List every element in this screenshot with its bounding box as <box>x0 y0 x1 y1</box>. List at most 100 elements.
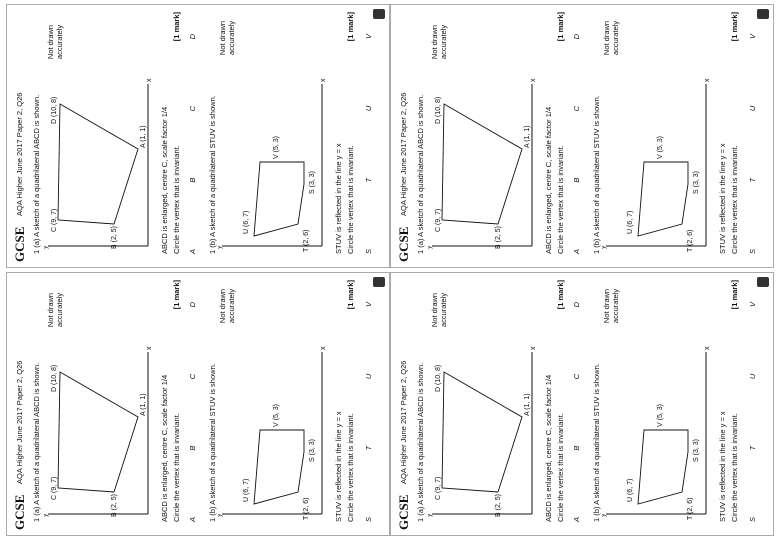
choice-t[interactable]: T <box>364 177 373 183</box>
choice-t[interactable]: T <box>364 445 373 451</box>
point-s-label: S (3, 3) <box>693 439 700 462</box>
point-d-label: D (10, 8) <box>51 97 58 124</box>
mark-b: [1 mark] <box>346 12 355 42</box>
quadrilateral-stuv <box>637 161 689 237</box>
choice-u[interactable]: U <box>748 373 757 380</box>
graph-b: x y S (3, 3) T (2, 6) U (6, 7) V (5, 3) <box>218 78 327 252</box>
point-d-label: D (10, 8) <box>435 97 442 124</box>
choice-v[interactable]: V <box>748 302 757 308</box>
binder-tab <box>757 9 769 19</box>
not-drawn-note-b: Not drawn accurately <box>218 288 236 324</box>
binder-tab <box>757 277 769 287</box>
point-u-label: U (6, 7) <box>627 479 634 502</box>
point-t-label: T (2, 6) <box>303 498 310 520</box>
choice-s[interactable]: S <box>748 516 757 522</box>
graph-b: x y S (3, 3) T (2, 6) U (6, 7) V (5, 3) <box>602 78 711 252</box>
choice-c[interactable]: C <box>188 105 197 112</box>
choice-a[interactable]: A <box>572 516 581 522</box>
choice-a[interactable]: A <box>188 248 197 254</box>
choice-a[interactable]: A <box>188 516 197 522</box>
y-axis-label: y <box>602 513 607 517</box>
choice-b[interactable]: B <box>572 445 581 451</box>
choice-s[interactable]: S <box>748 248 757 254</box>
instruction-b: STUV is reflected in the line y = x <box>334 411 343 522</box>
binder-tab <box>373 9 385 19</box>
x-axis-label: x <box>320 78 327 82</box>
point-c-label: C (9, 7) <box>51 209 58 232</box>
gcse-brand: GCSE <box>396 226 411 262</box>
choice-c[interactable]: C <box>188 373 197 380</box>
choice-t[interactable]: T <box>748 177 757 183</box>
choice-d[interactable]: D <box>188 302 197 308</box>
y-axis-label: y <box>428 245 433 249</box>
not-drawn-note-a: Not drawn accurately <box>430 292 448 328</box>
question-a-prompt: 1 (a) A sketch of a quadrilateral ABCD i… <box>416 362 425 522</box>
choice-a[interactable]: A <box>572 248 581 254</box>
graph-a: x y A (1, 1) B (2, 5) C (9, 7) D (10, 8) <box>44 78 153 249</box>
x-axis-label: x <box>530 78 537 82</box>
y-axis-label: y <box>218 245 223 249</box>
choices-b: S T U V <box>364 302 373 522</box>
y-axis-label: y <box>218 513 223 517</box>
point-c-label: C (9, 7) <box>51 477 58 500</box>
circle-instruction-a: Circle the vertex that is invariant. <box>172 145 181 254</box>
choice-u[interactable]: U <box>748 105 757 112</box>
choice-b[interactable]: B <box>188 177 197 183</box>
choices-a: A B C D <box>572 302 581 522</box>
instruction-b: STUV is reflected in the line y = x <box>334 143 343 254</box>
point-a-label: A (1, 1) <box>140 125 147 148</box>
question-b-prompt: 1 (b) A sketch of a quadrilateral STUV i… <box>592 363 601 522</box>
y-axis-label: y <box>44 245 49 249</box>
mark-a: [1 mark] <box>172 12 181 42</box>
point-u-label: U (6, 7) <box>627 211 634 234</box>
choices-b: S T U V <box>748 302 757 522</box>
quadrilateral-abcd <box>57 371 139 493</box>
choice-c[interactable]: C <box>572 105 581 112</box>
choice-d[interactable]: D <box>188 34 197 40</box>
choice-u[interactable]: U <box>364 373 373 380</box>
point-d-label: D (10, 8) <box>435 365 442 392</box>
choice-c[interactable]: C <box>572 373 581 380</box>
instruction-b: STUV is reflected in the line y = x <box>718 143 727 254</box>
point-b-label: B (2, 5) <box>495 226 502 249</box>
x-axis-label: x <box>146 78 153 82</box>
choice-v[interactable]: V <box>364 302 373 308</box>
choice-d[interactable]: D <box>572 34 581 40</box>
point-u-label: U (6, 7) <box>243 211 250 234</box>
choice-d[interactable]: D <box>572 302 581 308</box>
point-a-label: A (1, 1) <box>524 125 531 148</box>
choice-t[interactable]: T <box>748 445 757 451</box>
quadrilateral-stuv <box>253 429 305 505</box>
choices-b: S T U V <box>748 34 757 254</box>
not-drawn-note-a: Not drawn accurately <box>46 292 64 328</box>
mark-b: [1 mark] <box>730 280 739 310</box>
choice-v[interactable]: V <box>748 34 757 40</box>
mark-b: [1 mark] <box>346 280 355 310</box>
point-t-label: T (2, 6) <box>303 230 310 252</box>
choice-b[interactable]: B <box>572 177 581 183</box>
choice-s[interactable]: S <box>364 516 373 522</box>
point-b-label: B (2, 5) <box>495 494 502 517</box>
choice-u[interactable]: U <box>364 105 373 112</box>
choice-b[interactable]: B <box>188 445 197 451</box>
mark-a: [1 mark] <box>556 280 565 310</box>
x-axis-label: x <box>320 346 327 350</box>
point-v-label: V (5, 3) <box>273 136 280 159</box>
graph-a: x y A (1, 1) B (2, 5) C (9, 7) D (10, 8) <box>428 78 537 249</box>
point-b-label: B (2, 5) <box>111 494 118 517</box>
point-c-label: C (9, 7) <box>435 477 442 500</box>
not-drawn-note-b: Not drawn accurately <box>602 20 620 56</box>
point-a-label: A (1, 1) <box>140 393 147 416</box>
point-s-label: S (3, 3) <box>693 171 700 194</box>
choice-s[interactable]: S <box>364 248 373 254</box>
point-u-label: U (6, 7) <box>243 479 250 502</box>
not-drawn-note-a: Not drawn accurately <box>430 24 448 60</box>
question-a-prompt: 1 (a) A sketch of a quadrilateral ABCD i… <box>32 94 41 254</box>
point-s-label: S (3, 3) <box>309 439 316 462</box>
not-drawn-note-a: Not drawn accurately <box>46 24 64 60</box>
choices-a: A B C D <box>572 34 581 254</box>
choice-v[interactable]: V <box>364 34 373 40</box>
choices-a: A B C D <box>188 302 197 522</box>
x-axis-label: x <box>530 346 537 350</box>
circle-instruction-b: Circle the vertex that is invariant. <box>730 145 739 254</box>
